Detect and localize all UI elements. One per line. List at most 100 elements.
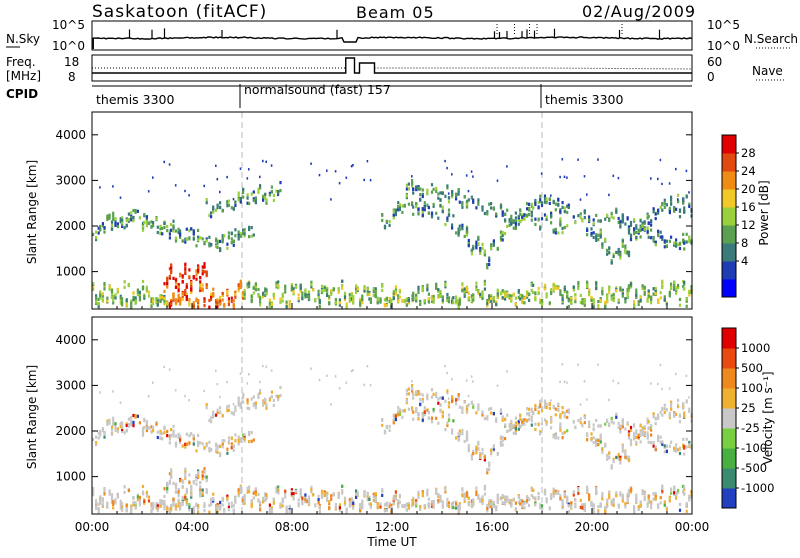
power-cell [675,238,677,241]
velocity-cell [435,395,437,398]
velocity-cell [179,507,181,510]
velocity-cell [408,388,410,391]
velocity-cell [411,380,413,382]
power-cell [622,242,624,245]
velocity-cell [673,491,675,494]
velocity-cell [544,489,546,492]
velocity-cell [384,509,386,512]
velocity-cell [114,498,116,501]
velocity-cell [271,395,273,398]
power-cell [648,222,650,225]
power-cell [330,289,332,292]
power-cell [175,239,177,242]
velocity-cell [335,375,337,377]
power-cell [321,285,323,288]
power-cell [442,299,444,302]
velocity-cell [428,498,430,501]
velocity-cell [557,436,559,439]
velocity-cell [106,502,108,505]
velocity-cell [675,497,677,500]
velocity-cell [234,501,236,504]
power-cell [426,288,428,291]
velocity-cell [442,415,444,418]
velocity-cell [538,492,540,495]
power-cell [510,219,512,222]
power-cell [606,214,608,217]
velocity-cell [226,448,228,451]
velocity-cell [664,500,666,503]
velocity-cell [352,507,354,510]
velocity-cell [618,453,620,456]
velocity-cell [635,432,637,435]
power-cell [679,247,681,250]
velocity-cell [426,397,428,400]
velocity-cell [169,437,171,440]
power-cell [142,285,144,288]
velocity-cell [488,499,490,502]
velocity-cell [619,491,621,494]
power-cell [477,242,479,245]
velocity-cell [112,420,114,423]
power-cell [442,210,444,213]
velocity-cell [228,409,230,412]
power-cell [584,301,586,304]
power-cell [439,191,441,194]
velocity-cell [109,493,111,496]
power-cell [248,168,250,170]
velocity-cell [389,425,391,428]
velocity-cell [619,458,621,461]
power-cell [399,290,401,293]
velocity-cell [370,506,372,509]
power-cell [137,290,139,293]
power-cell [424,206,426,209]
power-cell [152,224,154,227]
velocity-cell [515,417,517,420]
velocity-cell [238,399,240,402]
velocity-cell [233,413,235,416]
velocity-cell [217,451,219,454]
velocity-cell [401,416,403,419]
power-cell [555,208,557,211]
velocity-cell [624,505,626,508]
velocity-cell [627,497,629,500]
power-cell [406,303,408,306]
power-cell [146,286,148,289]
power-cell [361,298,363,301]
velocity-cell [642,429,644,432]
power-cell [484,212,486,215]
power-cell [120,197,122,199]
velocity-cell [664,404,666,407]
velocity-cell [170,434,172,437]
nsky-right-tick-bottom: 10^0 [707,39,740,53]
velocity-cell [148,395,150,397]
power-cell [490,297,492,300]
velocity-cell [217,383,219,385]
velocity-cell [660,501,662,504]
velocity-cell [404,505,406,508]
power-cell [513,227,515,230]
velocity-cell [628,433,630,436]
velocity-cell [675,443,677,446]
velocity-cell [468,502,470,505]
power-cell [600,235,602,238]
velocity-cell [226,381,228,383]
velocity-cell [175,491,177,494]
velocity-cell [541,406,543,409]
velocity-cell [175,442,177,445]
power-cell [399,203,401,206]
power-cell [219,191,221,193]
velocity-cell [666,450,668,453]
power-cell [231,237,233,240]
velocity-cell [182,503,184,506]
power-cell [411,201,413,204]
power-cell [186,238,188,241]
velocity-cell [231,446,233,449]
power-cell [190,281,192,284]
power-cell [99,294,101,297]
power-cell [431,212,433,215]
velocity-cell [615,494,617,497]
velocity-cell [655,497,657,500]
power-cell [433,203,435,206]
power-cell [477,290,479,293]
velocity-cell [635,436,637,439]
